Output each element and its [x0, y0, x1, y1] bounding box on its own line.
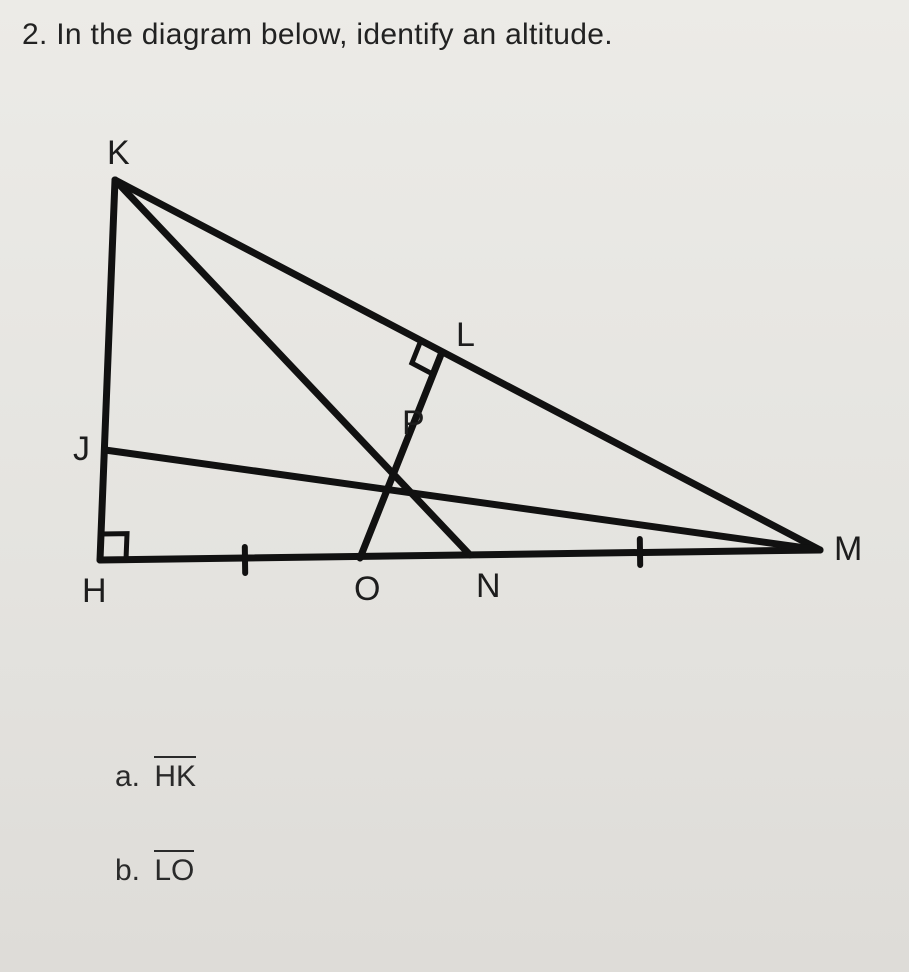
svg-text:O: O [354, 570, 380, 608]
svg-text:P: P [402, 404, 425, 442]
option-b: b. LO [115, 854, 196, 888]
question-prompt: In the diagram below, identify an altitu… [56, 18, 613, 51]
triangle-diagram: K H M J O N L P [40, 120, 860, 680]
svg-text:H: H [82, 572, 107, 610]
svg-text:M: M [834, 530, 860, 568]
overline-icon [154, 756, 196, 758]
svg-text:J: J [73, 430, 90, 468]
question-number: 2. [22, 18, 48, 51]
option-a-letter: a. [115, 760, 140, 793]
svg-text:N: N [476, 567, 501, 605]
answer-options: a. HK b. LO [115, 760, 196, 948]
overline-icon [154, 850, 194, 852]
svg-text:L: L [456, 316, 475, 354]
option-b-segment: LO [154, 854, 194, 888]
option-a-seg-text: HK [154, 760, 196, 793]
option-b-letter: b. [115, 854, 140, 887]
option-a: a. HK [115, 760, 196, 794]
question-text: 2. In the diagram below, identify an alt… [22, 18, 613, 52]
option-a-segment: HK [154, 760, 196, 794]
svg-text:K: K [107, 134, 130, 172]
option-b-seg-text: LO [154, 854, 194, 887]
